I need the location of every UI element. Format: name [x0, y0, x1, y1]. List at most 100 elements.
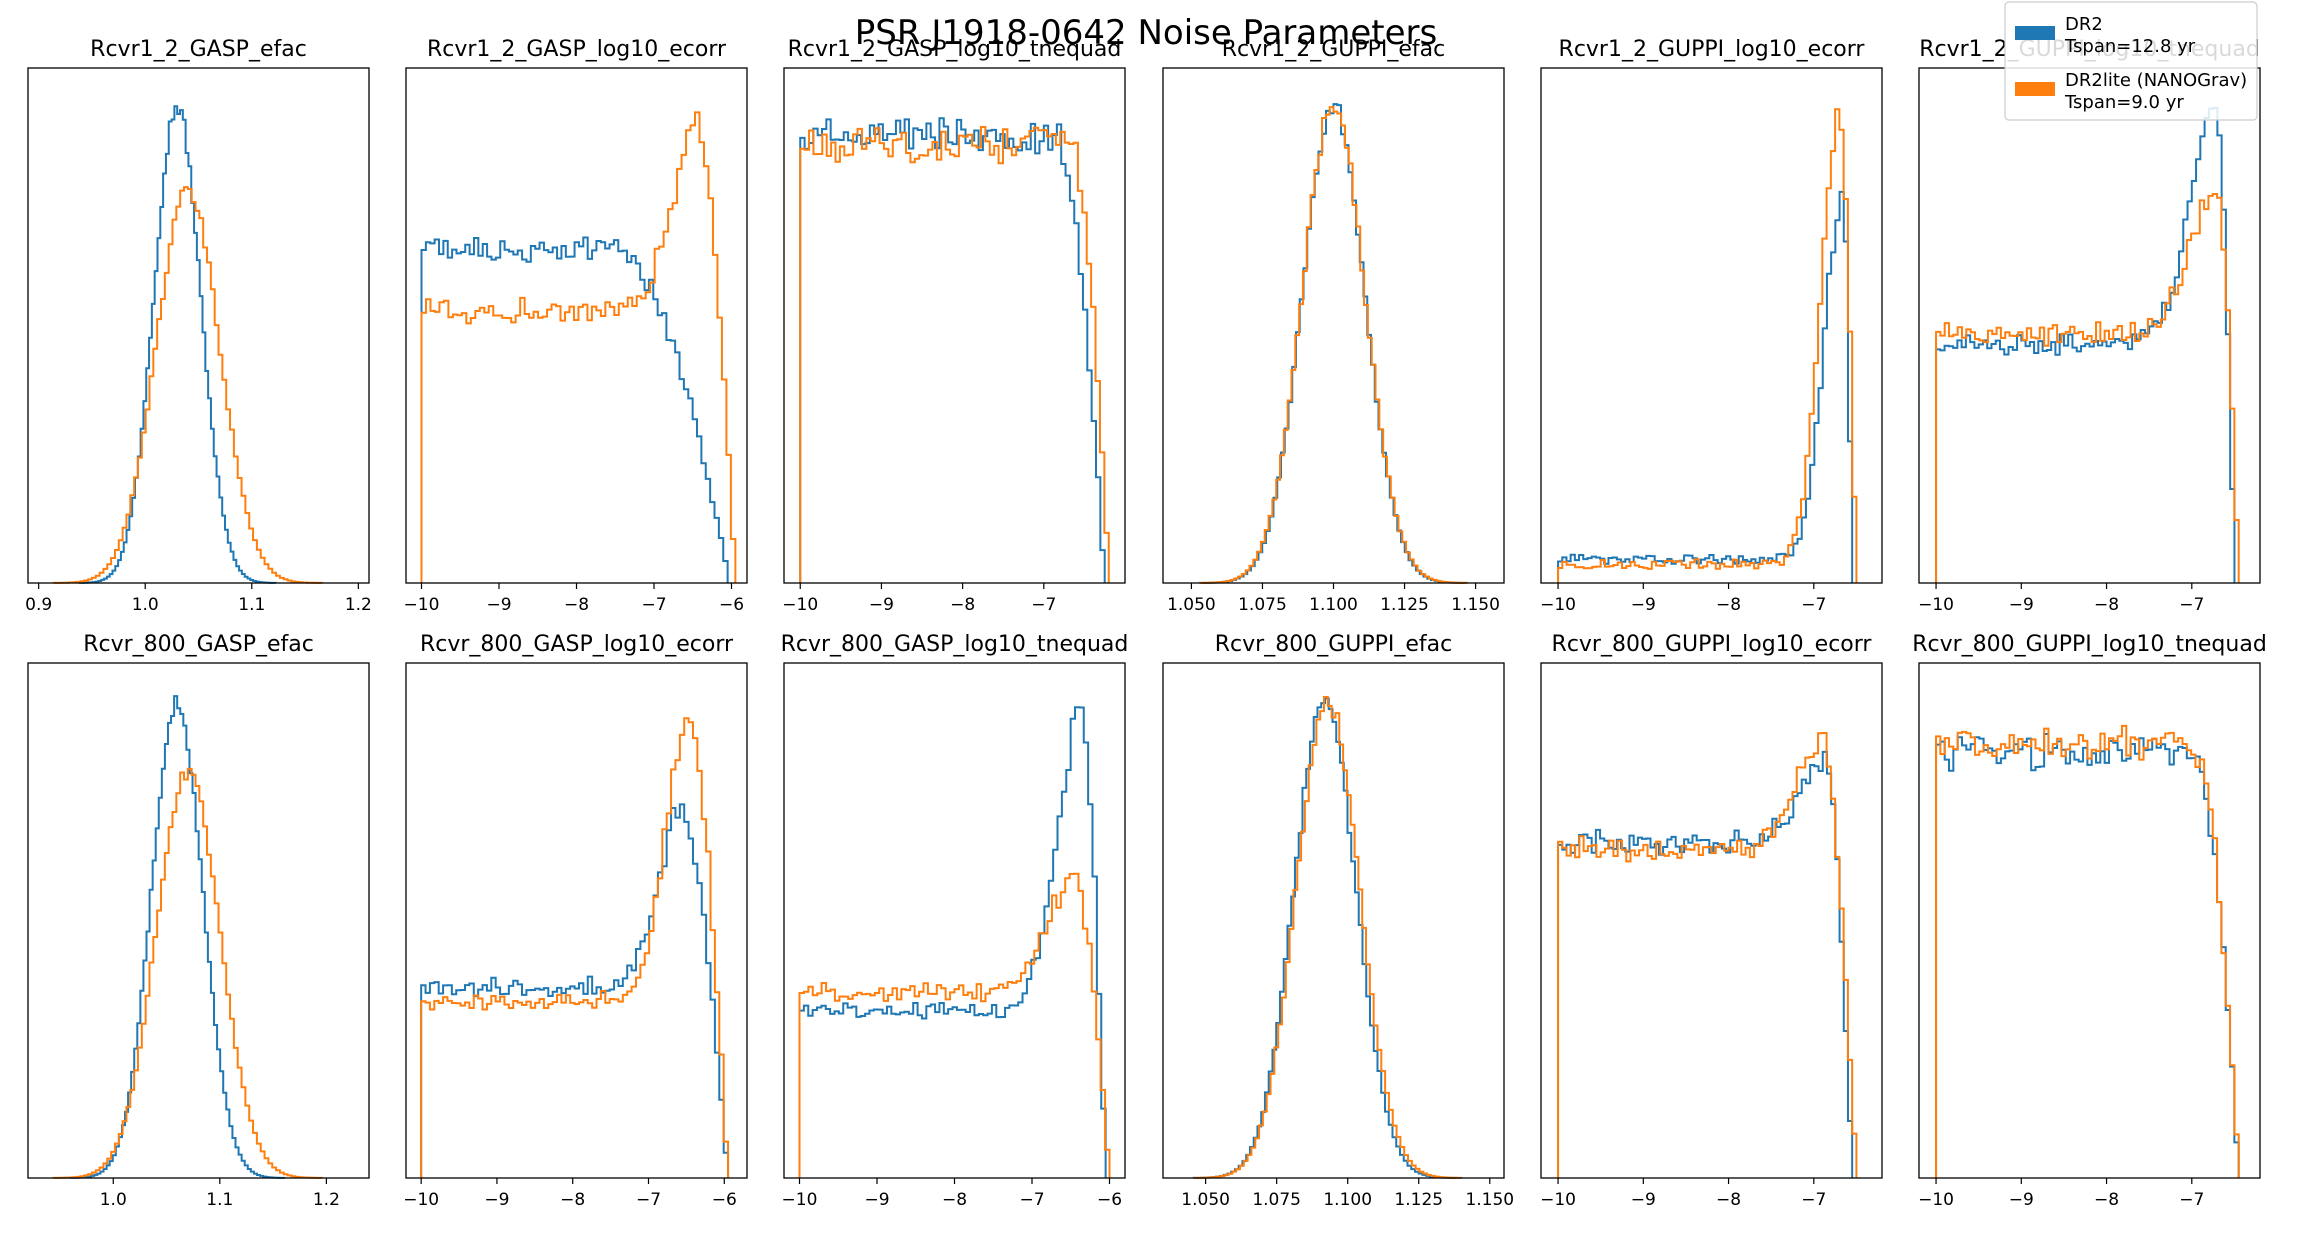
histogram-panel: Rcvr1_2_GUPPI_efac 1.050 1.075 1.100 1.125 1.… [1162, 37, 1505, 615]
x-tick-label: −8 [950, 595, 975, 615]
x-tick-label: −7 [1019, 1190, 1044, 1210]
histogram-series [799, 126, 1110, 583]
histogram-series [68, 695, 286, 1179]
histogram-panel: Rcvr1_2_GUPPI_log10_ecorr −10 −9 −8 −7 [1540, 37, 1883, 615]
histogram-series [52, 767, 324, 1179]
x-tick-label: −8 [1716, 595, 1741, 615]
x-tick-label: 1.2 [313, 1190, 340, 1210]
histogram-series [420, 236, 729, 583]
histogram-panel: Rcvr_800_GASP_log10_tnequad −10 −9 −8 −7 −6 [781, 632, 1129, 1210]
plot-frame [1540, 67, 1883, 584]
plot-frame [1918, 662, 2261, 1179]
panel-title: Rcvr1_2_GASP_efac [90, 37, 307, 62]
x-tick-label: −7 [2179, 595, 2204, 615]
legend-label: DR2lite (NANOGrav) [2065, 70, 2247, 91]
histogram-series [420, 717, 730, 1178]
x-tick-label: 1.0 [100, 1190, 127, 1210]
x-tick-label: −6 [712, 1190, 737, 1210]
x-tick-label: −9 [484, 1190, 509, 1210]
x-tick-label: −10 [1540, 595, 1576, 615]
histogram-series [1935, 724, 2240, 1178]
x-tick-label: −9 [2009, 595, 2034, 615]
legend-sublabel: Tspan=12.8 yr [2064, 36, 2196, 57]
x-tick-label: 1.075 [1252, 1190, 1301, 1210]
x-tick-label: −8 [564, 595, 589, 615]
x-tick-label: 1.2 [345, 595, 372, 615]
x-tick-label: −10 [782, 595, 818, 615]
legend-swatch [2015, 26, 2055, 40]
x-tick-label: −7 [636, 1190, 661, 1210]
histogram-series [1557, 732, 1858, 1178]
x-tick-label: −10 [1540, 1190, 1576, 1210]
x-tick-label: 1.050 [1167, 595, 1216, 615]
x-tick-label: −6 [719, 595, 744, 615]
x-tick-label: −7 [1801, 595, 1826, 615]
x-tick-label: −9 [2009, 1190, 2034, 1210]
histogram-series [420, 111, 737, 583]
x-tick-label: −8 [560, 1190, 585, 1210]
panel-title: Rcvr_800_GUPPI_efac [1215, 632, 1452, 657]
x-tick-label: 1.150 [1451, 595, 1500, 615]
x-tick-label: −9 [1631, 595, 1656, 615]
x-tick-label: −10 [1918, 1190, 1954, 1210]
x-tick-label: 1.125 [1380, 595, 1429, 615]
x-tick-label: 1.1 [206, 1190, 233, 1210]
x-tick-label: −9 [864, 1190, 889, 1210]
panel-title: Rcvr1_2_GUPPI_efac [1222, 37, 1445, 62]
histogram-series [1198, 106, 1469, 584]
plot-frame [27, 662, 370, 1179]
histogram-series [1935, 106, 2236, 583]
histogram-series [420, 803, 730, 1178]
histogram-panel: Rcvr1_2_GASP_log10_tnequad −10 −9 −8 −7 [782, 37, 1126, 615]
x-tick-label: −9 [486, 595, 511, 615]
x-tick-label: 1.075 [1238, 595, 1287, 615]
x-tick-label: −8 [2094, 595, 2119, 615]
x-tick-label: 1.150 [1465, 1190, 1514, 1210]
histogram-series [1557, 108, 1858, 583]
histogram-panel: Rcvr1_2_GASP_log10_ecorr −10 −9 −8 −7 −6 [404, 37, 748, 615]
histogram-series [1193, 696, 1463, 1179]
x-tick-label: −7 [1801, 1190, 1826, 1210]
histogram-panel: Rcvr_800_GUPPI_log10_tnequad −10 −9 −8 −7 [1912, 632, 2267, 1210]
x-tick-label: 1.125 [1394, 1190, 1443, 1210]
histogram-panel: Rcvr_800_GUPPI_log10_ecorr −10 −9 −8 −7 [1540, 632, 1883, 1210]
histogram-panel: Rcvr_800_GUPPI_efac 1.050 1.075 1.100 1.125 1… [1162, 632, 1514, 1210]
histogram-series [1557, 190, 1854, 583]
figure-title: PSR J1918-0642 Noise Parameters [855, 13, 1437, 53]
x-tick-label: 1.050 [1181, 1190, 1230, 1210]
x-tick-label: 1.1 [238, 595, 265, 615]
histogram-panel: Rcvr_800_GASP_log10_ecorr −10 −9 −8 −7 −6 [403, 632, 748, 1210]
histogram-series [798, 872, 1111, 1178]
histogram-panel: Rcvr_800_GASP_efac 1.0 1.1 1.2 [27, 632, 370, 1210]
x-tick-label: −6 [1097, 1190, 1122, 1210]
legend-box [2004, 1, 2258, 121]
legend-sublabel: Tspan=9.0 yr [2064, 92, 2184, 113]
x-tick-label: 1.100 [1323, 1190, 1372, 1210]
legend-swatch [2015, 82, 2055, 96]
x-tick-label: −9 [869, 595, 894, 615]
x-tick-label: 1.0 [132, 595, 159, 615]
plot-frame [783, 67, 1126, 584]
panel-title: Rcvr_800_GASP_log10_ecorr [420, 632, 734, 657]
x-tick-label: −7 [1031, 595, 1056, 615]
x-tick-label: 1.100 [1309, 595, 1358, 615]
plot-frame [1540, 662, 1883, 1179]
x-tick-label: −8 [2094, 1190, 2119, 1210]
histogram-series [798, 706, 1107, 1178]
histogram-panel: Rcvr1_2_GASP_efac 0.9 1.0 1.1 1.2 [25, 37, 372, 615]
panel-title: Rcvr_800_GASP_log10_tnequad [781, 632, 1129, 657]
x-tick-label: −10 [404, 595, 440, 615]
panel-title: Rcvr_800_GUPPI_log10_ecorr [1552, 632, 1873, 657]
x-tick-label: −10 [1918, 595, 1954, 615]
plot-frame [405, 662, 748, 1179]
x-tick-label: −8 [1716, 1190, 1741, 1210]
panel-title: Rcvr_800_GASP_efac [83, 632, 314, 657]
plot-frame [1162, 662, 1505, 1179]
x-tick-label: −7 [2179, 1190, 2204, 1210]
x-tick-label: −7 [641, 595, 666, 615]
x-tick-label: −9 [1631, 1190, 1656, 1210]
panel-title: Rcvr1_2_GASP_log10_ecorr [427, 37, 727, 62]
